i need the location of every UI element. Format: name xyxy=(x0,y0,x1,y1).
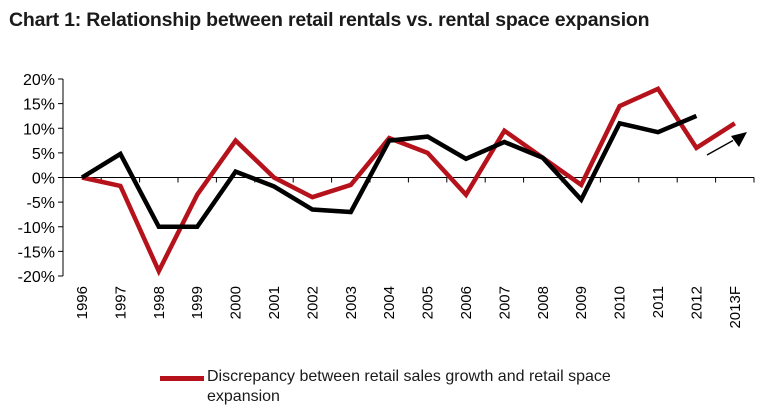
y-tick-label: -5% xyxy=(27,195,55,212)
x-tick-label: 2010 xyxy=(612,286,629,319)
x-tick-label: 2007 xyxy=(496,286,513,319)
trend-arrow-head-icon xyxy=(731,132,747,147)
y-axis: 20% 15% 10% 5% 0% -5% -10% -15% -20% xyxy=(18,72,64,286)
y-tick-label: 5% xyxy=(32,146,55,163)
y-tick-label: -20% xyxy=(18,269,55,286)
series-line-discrepancy xyxy=(81,85,737,277)
x-tick-label: 1998 xyxy=(151,286,168,319)
y-tick-label: 20% xyxy=(23,72,55,89)
y-tick-label: 0% xyxy=(32,171,55,188)
x-tick-label: 2012 xyxy=(688,286,705,319)
x-tick-label: 2011 xyxy=(650,286,667,318)
x-axis: 1996 1997 1998 1999 2000 2001 2002 2003 2004 2005… xyxy=(63,177,755,329)
x-tick-label: 2001 xyxy=(266,286,283,319)
x-tick-label: 1996 xyxy=(74,286,91,319)
x-tick-label: 2000 xyxy=(228,286,245,319)
x-tick-label: 2002 xyxy=(304,286,321,319)
y-tick-label: -10% xyxy=(18,220,55,237)
legend-swatch-red xyxy=(160,376,204,381)
x-tick-label: 2003 xyxy=(343,286,360,319)
x-tick-label: 2008 xyxy=(535,286,552,319)
line-chart: 20%15%10%5%0%-5%-10%-15%-20% 1996 1997 199… xyxy=(18,72,755,329)
y-tick-label: -15% xyxy=(18,244,55,261)
x-tick-label: 1999 xyxy=(189,286,206,319)
y-tick-label: 10% xyxy=(23,121,55,138)
y-tick-label: 15% xyxy=(23,97,55,114)
legend-label: Discrepancy between retail sales growth … xyxy=(207,368,611,405)
x-tick-label: 2005 xyxy=(420,286,437,319)
chart-title: Chart 1: Relationship between retail ren… xyxy=(9,9,650,31)
x-tick-label: 2004 xyxy=(381,286,398,319)
x-tick-label: 2006 xyxy=(458,286,475,319)
x-tick-label: 2013F xyxy=(727,286,744,329)
x-tick-label: 1997 xyxy=(112,286,129,319)
x-tick-label: 2009 xyxy=(573,286,590,319)
trend-arrow-line xyxy=(706,139,734,156)
annotation-group xyxy=(706,132,747,156)
series-group xyxy=(80,85,737,277)
